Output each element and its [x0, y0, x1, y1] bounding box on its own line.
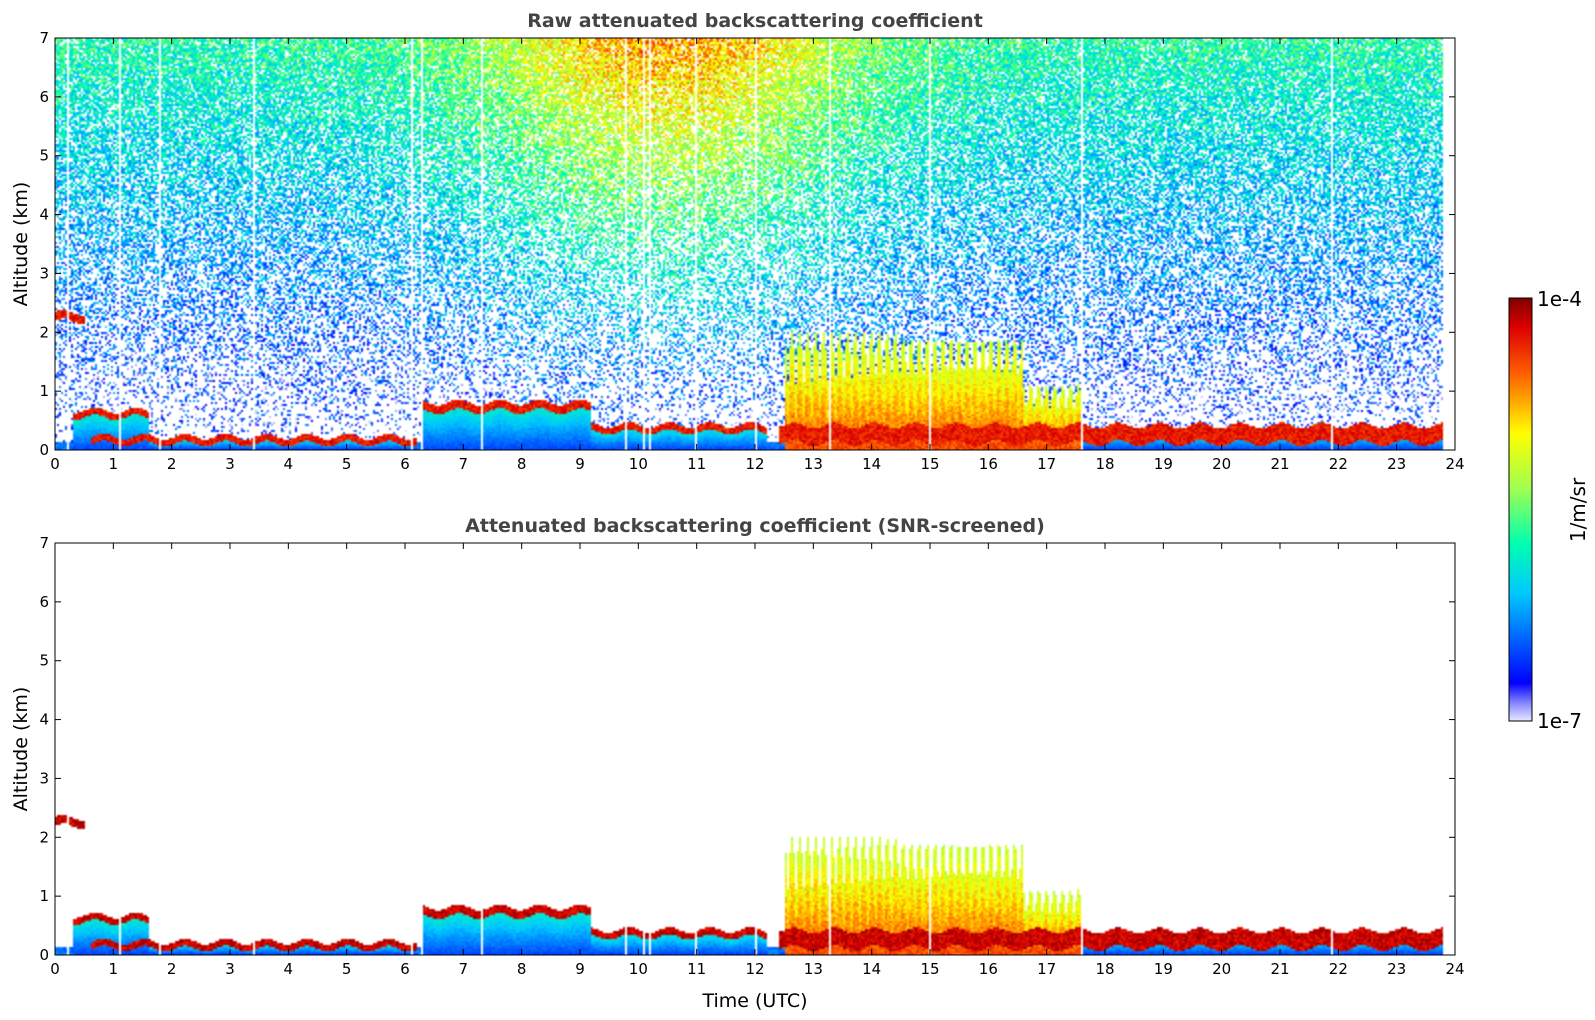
y-tick-label: 2: [39, 323, 49, 341]
y-tick-label: 7: [39, 534, 49, 552]
x-tick-label: 15: [920, 455, 939, 473]
x-tick-label: 2: [167, 455, 177, 473]
x-tick-label: 1: [109, 455, 119, 473]
x-tick-label: 23: [1387, 960, 1406, 978]
x-axis-ticks: 0 1 2 3 4 5 6 7 8 9 10 11 12 13 14 15 16 17 18 19 20 21 22 23 24: [50, 38, 1465, 473]
y-axis-label: Altitude (km): [10, 182, 32, 307]
x-tick-label: 14: [862, 455, 881, 473]
x-tick-label: 6: [400, 455, 410, 473]
y-tick-label: 5: [39, 147, 49, 165]
y-tick-label: 7: [39, 29, 49, 47]
backscatter-heatmap: [55, 543, 1455, 955]
x-tick-label: 6: [400, 960, 410, 978]
x-tick-label: 19: [1154, 960, 1173, 978]
panel-title: Raw attenuated backscattering coefficien…: [527, 10, 983, 32]
x-tick-label: 21: [1270, 455, 1289, 473]
x-tick-label: 20: [1212, 960, 1231, 978]
x-tick-label: 2: [167, 960, 177, 978]
x-tick-label: 10: [629, 960, 648, 978]
x-tick-label: 22: [1329, 960, 1348, 978]
x-tick-label: 4: [284, 960, 294, 978]
y-tick-label: 6: [39, 88, 49, 106]
x-tick-label: 23: [1387, 455, 1406, 473]
x-tick-label: 21: [1270, 960, 1289, 978]
y-tick-label: 4: [39, 711, 49, 729]
x-tick-label: 9: [575, 960, 585, 978]
x-tick-label: 17: [1037, 960, 1056, 978]
y-axis-ticks: 0 1 2 3 4 5 6 7: [39, 29, 1455, 459]
x-tick-label: 4: [284, 455, 294, 473]
x-tick-label: 3: [225, 960, 235, 978]
x-tick-label: 24: [1445, 960, 1464, 978]
x-tick-label: 7: [459, 455, 469, 473]
y-axis-ticks: 0 1 2 3 4 5 6 7: [39, 534, 1455, 964]
colorbar: 1e-4 1e-7 1/m/sr: [1508, 287, 1590, 733]
x-tick-label: 8: [517, 960, 527, 978]
snr-screened-panel: Attenuated backscattering coefficient (S…: [10, 515, 1465, 1012]
y-axis-label: Altitude (km): [10, 687, 32, 812]
y-tick-label: 1: [39, 382, 49, 400]
x-axis-ticks: 0 1 2 3 4 5 6 7 8 9 10 11 12 13 14 15 16 17 18 19 20 21 22 23 24: [50, 543, 1465, 978]
panel-title: Attenuated backscattering coefficient (S…: [465, 515, 1045, 537]
x-tick-label: 11: [687, 455, 706, 473]
x-tick-label: 0: [50, 960, 60, 978]
colorbar-gradient: [1508, 297, 1533, 722]
x-tick-label: 16: [979, 960, 998, 978]
x-tick-label: 18: [1095, 960, 1114, 978]
y-tick-label: 1: [39, 887, 49, 905]
x-tick-label: 5: [342, 960, 352, 978]
x-tick-label: 1: [109, 960, 119, 978]
y-tick-label: 5: [39, 652, 49, 670]
y-tick-label: 0: [39, 441, 49, 459]
x-tick-label: 14: [862, 960, 881, 978]
x-tick-label: 19: [1154, 455, 1173, 473]
x-tick-label: 17: [1037, 455, 1056, 473]
y-tick-label: 3: [39, 769, 49, 787]
x-tick-label: 0: [50, 455, 60, 473]
y-tick-label: 4: [39, 206, 49, 224]
x-tick-label: 13: [804, 960, 823, 978]
x-tick-label: 10: [629, 455, 648, 473]
x-tick-label: 8: [517, 455, 527, 473]
x-tick-label: 12: [745, 455, 764, 473]
y-tick-label: 3: [39, 264, 49, 282]
x-tick-label: 5: [342, 455, 352, 473]
colorbar-min-label: 1e-7: [1537, 709, 1582, 733]
x-axis-label: Time (UTC): [701, 990, 807, 1012]
y-tick-label: 6: [39, 593, 49, 611]
x-tick-label: 15: [920, 960, 939, 978]
x-tick-label: 12: [745, 960, 764, 978]
y-tick-label: 0: [39, 946, 49, 964]
colorbar-unit-label: 1/m/sr: [1566, 477, 1590, 542]
x-tick-label: 13: [804, 455, 823, 473]
x-tick-label: 11: [687, 960, 706, 978]
backscatter-heatmap: [55, 38, 1455, 450]
colorbar-max-label: 1e-4: [1537, 287, 1582, 311]
y-tick-label: 2: [39, 828, 49, 846]
raw-backscatter-panel: Raw attenuated backscattering coefficien…: [10, 10, 1465, 473]
x-tick-label: 24: [1445, 455, 1464, 473]
x-tick-label: 9: [575, 455, 585, 473]
x-tick-label: 3: [225, 455, 235, 473]
x-tick-label: 18: [1095, 455, 1114, 473]
x-tick-label: 20: [1212, 455, 1231, 473]
x-tick-label: 22: [1329, 455, 1348, 473]
x-tick-label: 16: [979, 455, 998, 473]
x-tick-label: 7: [459, 960, 469, 978]
